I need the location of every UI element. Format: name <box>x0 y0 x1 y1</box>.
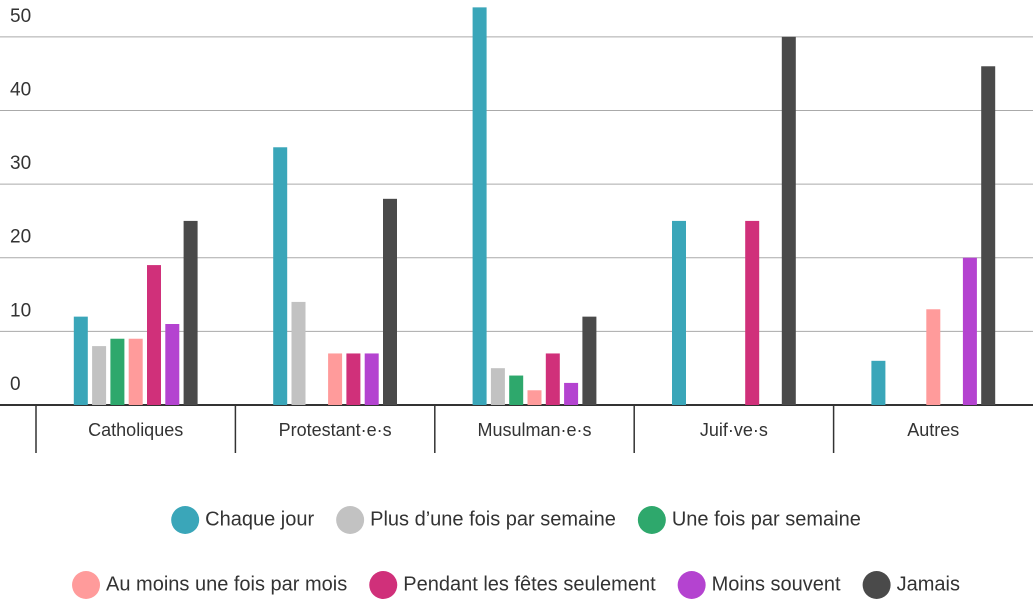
bar <box>165 324 180 405</box>
legend-swatch <box>369 571 398 599</box>
legend-label: Moins souvent <box>712 573 841 595</box>
y-tick-label: 30 <box>10 153 31 174</box>
bar <box>672 220 686 405</box>
bar <box>110 338 125 405</box>
legend-label: Au moins une fois par mois <box>106 573 347 595</box>
bar <box>871 360 886 405</box>
legend-swatch <box>171 506 200 534</box>
legend-swatch <box>862 571 891 599</box>
bar <box>527 390 542 405</box>
x-tick-label: Autres <box>907 420 959 440</box>
legend-label: Pendant les fêtes seulement <box>403 573 656 595</box>
legend-label: Jamais <box>897 573 960 595</box>
bar <box>962 257 977 405</box>
legend-label: Chaque jour <box>205 508 314 530</box>
bar <box>183 220 198 405</box>
bar <box>291 301 306 405</box>
y-tick-label: 50 <box>10 6 31 27</box>
y-tick-label: 40 <box>10 79 31 100</box>
bar <box>346 353 361 405</box>
x-tick-label: Musulman·e·s <box>477 420 591 440</box>
bar <box>328 353 343 405</box>
legend-label: Plus d’une fois par semaine <box>370 508 616 530</box>
bar <box>92 346 107 405</box>
bar <box>128 338 143 405</box>
y-tick-label: 0 <box>10 374 21 395</box>
legend-swatch <box>336 506 365 534</box>
bar <box>490 368 505 405</box>
bar <box>383 198 397 405</box>
bar <box>582 316 597 405</box>
x-tick-label: Juif·ve·s <box>700 420 768 440</box>
bar <box>509 375 524 405</box>
y-tick-label: 20 <box>10 227 31 248</box>
bar <box>147 265 161 405</box>
bar <box>545 353 560 405</box>
bar <box>564 382 579 405</box>
x-tick-label: Catholiques <box>88 420 183 440</box>
bar <box>273 147 288 406</box>
legend-swatch <box>637 506 666 534</box>
y-tick-label: 10 <box>10 300 31 321</box>
legend-label: Une fois par semaine <box>672 508 861 530</box>
x-tick-label: Protestant·e·s <box>279 420 392 440</box>
bar <box>981 66 996 405</box>
bar <box>745 220 760 405</box>
bar <box>781 36 796 406</box>
legend-swatch <box>677 571 706 599</box>
legend-swatch <box>72 571 101 599</box>
bar <box>472 7 487 405</box>
bar <box>364 353 379 405</box>
bar <box>926 309 941 405</box>
bar <box>73 316 88 405</box>
